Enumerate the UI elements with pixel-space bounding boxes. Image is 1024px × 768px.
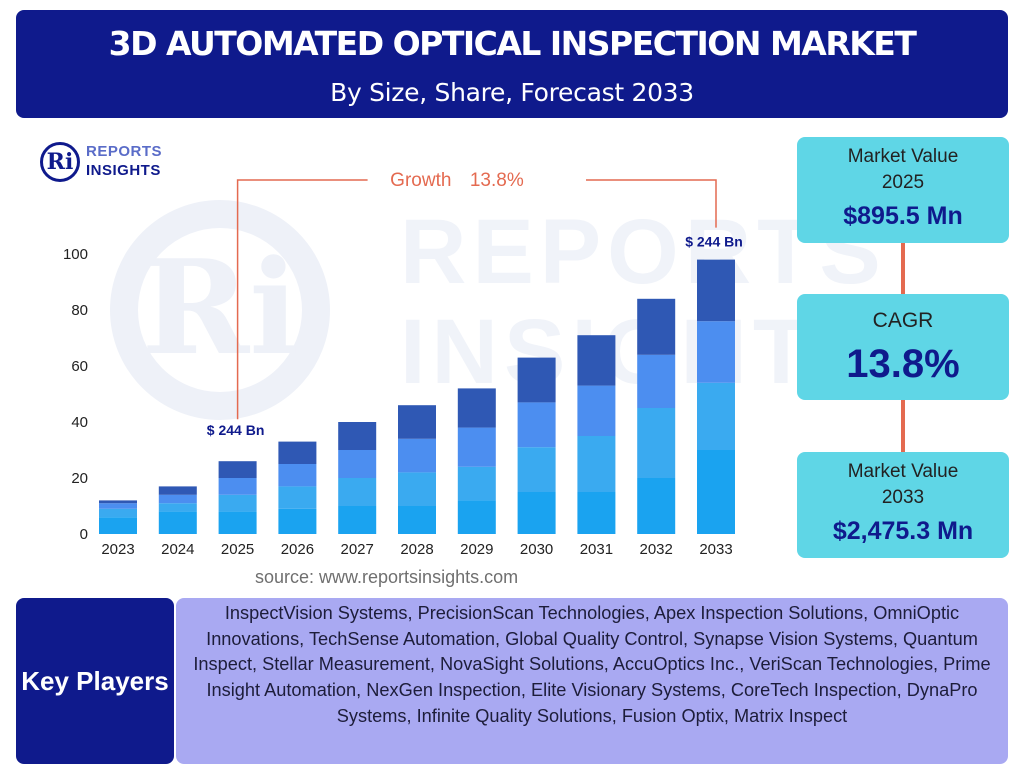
bar-segment (637, 298, 676, 355)
bar-segment (398, 506, 436, 534)
x-tick-label: 2032 (640, 541, 673, 558)
x-tick-label: 2024 (161, 541, 194, 558)
growth-value: 13.8% (470, 170, 524, 191)
logo-text-reports: REPORTS (86, 143, 163, 160)
bar-segment (338, 422, 377, 450)
bar-segment (158, 486, 197, 495)
bar-segment (278, 464, 317, 487)
bar-segment (697, 321, 735, 383)
growth-bracket-right (586, 179, 717, 228)
bar-segment (517, 357, 556, 403)
bar-segment (517, 402, 556, 448)
stat-connector (901, 400, 905, 452)
logo-text-insights: INSIGHTS (86, 162, 161, 179)
y-tick-label: 80 (71, 302, 88, 319)
x-tick-label: 2028 (400, 541, 433, 558)
page-title: 3D AUTOMATED OPTICAL INSPECTION MARKET (108, 24, 917, 63)
y-tick-label: 0 (80, 526, 88, 543)
bar-segment (99, 517, 137, 534)
bar-segment (457, 500, 496, 534)
market-value-2033-label: Market Value 2033 (847, 461, 959, 508)
brand-logo: Ri REPORTS INSIGHTS (40, 140, 180, 184)
bar-segment (517, 447, 556, 492)
market-value-2025-card: Market Value 2025 $895.5 Mn (797, 137, 1009, 243)
x-tick-label: 2030 (520, 541, 553, 558)
growth-bracket-left (236, 179, 368, 420)
bar-segment (398, 472, 436, 506)
bar-segment (99, 500, 137, 504)
bar-segment (697, 259, 735, 322)
bar-segment (158, 511, 197, 534)
header-banner: 3D AUTOMATED OPTICAL INSPECTION MARKET B… (16, 10, 1008, 118)
bar-segment (398, 438, 436, 473)
bar-segment (278, 486, 317, 509)
bar-segment (697, 450, 735, 534)
bar-segment (278, 508, 317, 534)
x-tick-label: 2025 (221, 541, 254, 558)
y-tick-label: 100 (63, 246, 88, 263)
key-players-list: InspectVision Systems, PrecisionScan Tec… (176, 598, 1008, 764)
bar-segment (218, 494, 257, 512)
bar-segment (278, 441, 317, 464)
bar-segment (158, 503, 197, 512)
stat-connector (901, 243, 905, 294)
cagr-label: CAGR (872, 309, 934, 332)
bar-segment (637, 478, 676, 534)
start-value-label: $ 244 Bn (207, 422, 265, 438)
bar-segment (457, 427, 496, 467)
key-players-label-text: Key Players (21, 666, 169, 696)
bar-segment (637, 408, 676, 478)
bar-segment (577, 436, 616, 492)
y-tick-label: 40 (71, 414, 88, 431)
bar-segment (577, 492, 616, 534)
x-tick-label: 2031 (580, 541, 613, 558)
y-tick-label: 60 (71, 358, 88, 375)
source-note: source: www.reportsinsights.com (255, 567, 519, 587)
market-value-2033-card: Market Value 2033 $2,475.3 Mn (797, 452, 1009, 558)
market-value-2025-label: Market Value 2025 (847, 146, 959, 193)
bar-segment (218, 478, 257, 495)
cagr-card: CAGR 13.8% (797, 294, 1009, 400)
bar-segment (338, 478, 377, 506)
bar-segment (697, 382, 735, 450)
page-subtitle: By Size, Share, Forecast 2033 (330, 78, 694, 107)
bar-segment (398, 405, 436, 439)
bar-segment (99, 503, 137, 509)
end-value-label: $ 244 Bn (685, 234, 743, 250)
market-value-2025: $895.5 Mn (843, 202, 963, 230)
x-tick-label: 2029 (460, 541, 493, 558)
bar-segment (338, 506, 377, 534)
bar-segment (577, 335, 616, 386)
growth-label: Growth (390, 170, 451, 191)
x-tick-label: 2027 (341, 541, 374, 558)
x-tick-label: 2026 (281, 541, 314, 558)
x-tick-label: 2023 (101, 541, 134, 558)
bar-segment (457, 388, 496, 428)
bar-segment (637, 354, 676, 408)
bar-segment (457, 466, 496, 501)
bar-segment (338, 450, 377, 478)
bar-segment (218, 461, 257, 478)
cagr-value: 13.8% (846, 342, 960, 386)
market-bar-chart: 0 20 40 60 80 100 2023 2024 2025 2026 2027 2028 2029… (63, 170, 743, 558)
bar-segment (577, 385, 616, 436)
y-tick-label: 20 (71, 470, 88, 487)
bar-segment (218, 511, 257, 534)
bar-segment (517, 492, 556, 534)
market-value-2033: $2,475.3 Mn (832, 517, 974, 545)
x-tick-label: 2033 (699, 541, 732, 558)
bar-segment (99, 508, 137, 518)
bar-segment (158, 494, 197, 504)
logo-mark-icon: Ri (40, 142, 80, 182)
key-players-label: Key Players (16, 598, 174, 764)
